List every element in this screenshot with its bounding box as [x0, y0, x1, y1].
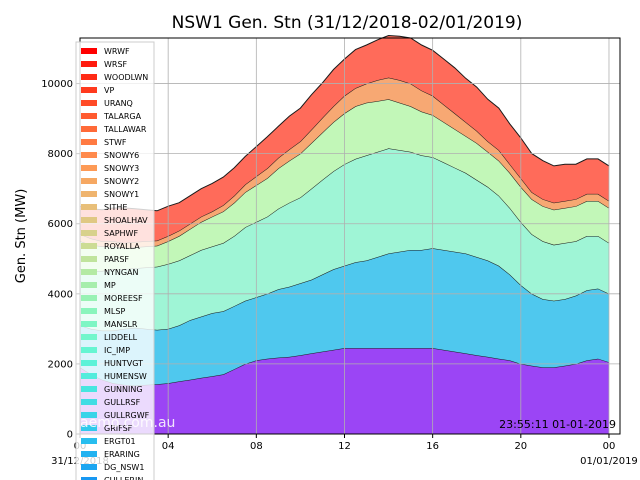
legend: WRWF WRSF WOODLWN VP URANQ TALARGA TALLAWAR STW…	[75, 41, 155, 480]
legend-label: ERGT01	[104, 437, 136, 446]
legend-label: NYNGAN	[104, 268, 139, 277]
legend-swatch	[81, 451, 97, 457]
legend-swatch	[81, 321, 97, 327]
x-tick-label: 00	[603, 441, 616, 452]
legend-swatch	[81, 477, 97, 480]
legend-label: PARSF	[104, 255, 129, 264]
legend-label: LIDDELL	[104, 333, 138, 342]
legend-swatch	[81, 61, 97, 67]
legend-label: GRIFSF	[104, 424, 133, 433]
legend-label: GULLRGWF	[104, 411, 150, 420]
legend-swatch	[81, 243, 97, 249]
watermark: aemo.com.au	[80, 415, 175, 431]
legend-swatch	[81, 282, 97, 288]
x-tick-label: 16	[426, 441, 439, 452]
legend-swatch	[81, 295, 97, 301]
legend-swatch	[81, 87, 97, 93]
legend-swatch	[81, 334, 97, 340]
legend-swatch	[81, 217, 97, 223]
x-date-label: 01/01/2019	[580, 456, 638, 467]
legend-label: SNOWY3	[104, 164, 139, 173]
legend-swatch	[81, 230, 97, 236]
y-tick-label: 8000	[48, 149, 73, 160]
legend-swatch	[81, 360, 97, 366]
legend-swatch	[81, 347, 97, 353]
legend-label: WRSF	[104, 60, 128, 69]
legend-label: IC_IMP	[104, 346, 130, 355]
legend-swatch	[81, 165, 97, 171]
legend-swatch	[81, 464, 97, 470]
y-tick-label: 6000	[48, 219, 73, 230]
legend-swatch	[81, 308, 97, 314]
legend-label: URANQ	[104, 99, 133, 108]
legend-swatch	[81, 386, 97, 392]
legend-label: TALLAWAR	[103, 125, 147, 134]
legend-swatch	[81, 269, 97, 275]
x-tick-label: 04	[162, 441, 175, 452]
legend-swatch	[81, 399, 97, 405]
legend-label: SAPHWF	[104, 229, 138, 238]
legend-label: MP	[104, 281, 116, 290]
legend-label: SITHE	[104, 203, 127, 212]
y-tick-label: 4000	[48, 289, 73, 300]
legend-label: TALARGA	[103, 112, 142, 121]
legend-label: WOODLWN	[104, 73, 148, 82]
legend-label: HUNTVGT	[104, 359, 143, 368]
legend-label: STWF	[104, 138, 127, 147]
legend-label: SNOWY1	[104, 190, 139, 199]
legend-swatch	[81, 204, 97, 210]
y-tick-label: 0	[67, 430, 73, 441]
legend-swatch	[81, 412, 97, 418]
legend-label: VP	[104, 86, 114, 95]
legend-label: HUMENSW	[104, 372, 147, 381]
legend-swatch	[81, 373, 97, 379]
legend-swatch	[81, 113, 97, 119]
legend-label: GULLRSF	[104, 398, 141, 407]
legend-label: SNOWY2	[104, 177, 139, 186]
legend-label: CULLERIN	[104, 476, 143, 480]
y-axis-label: Gen. Stn (MW)	[14, 189, 29, 284]
x-tick-label: 08	[250, 441, 263, 452]
legend-label: SNOWY6	[104, 151, 139, 160]
legend-label: WRWF	[104, 47, 130, 56]
legend-swatch	[81, 256, 97, 262]
legend-swatch	[81, 191, 97, 197]
legend-swatch	[81, 152, 97, 158]
area-band-4	[80, 99, 609, 271]
x-tick-label: 12	[338, 441, 351, 452]
legend-swatch	[81, 48, 97, 54]
y-tick-label: 2000	[48, 359, 73, 370]
legend-label: DG_NSW1	[104, 463, 144, 472]
legend-label: ROYALLA	[104, 242, 140, 251]
legend-swatch	[81, 438, 97, 444]
legend-swatch	[81, 74, 97, 80]
legend-swatch	[81, 178, 97, 184]
legend-label: MLSP	[104, 307, 125, 316]
legend-label: SHOALHAV	[104, 216, 148, 225]
chart-title: NSW1 Gen. Stn (31/12/2018-02/01/2019)	[172, 13, 523, 33]
legend-swatch	[81, 139, 97, 145]
legend-label: MOREESF	[104, 294, 143, 303]
legend-swatch	[81, 126, 97, 132]
x-tick-label: 20	[514, 441, 527, 452]
legend-label: GUNNING	[104, 385, 143, 394]
legend-swatch	[81, 425, 97, 431]
y-tick-label: 10000	[41, 79, 73, 90]
legend-label: ERARING	[104, 450, 140, 459]
timestamp: 23:55:11 01-01-2019	[499, 418, 616, 431]
legend-swatch	[81, 100, 97, 106]
legend-label: MANSLR	[104, 320, 138, 329]
